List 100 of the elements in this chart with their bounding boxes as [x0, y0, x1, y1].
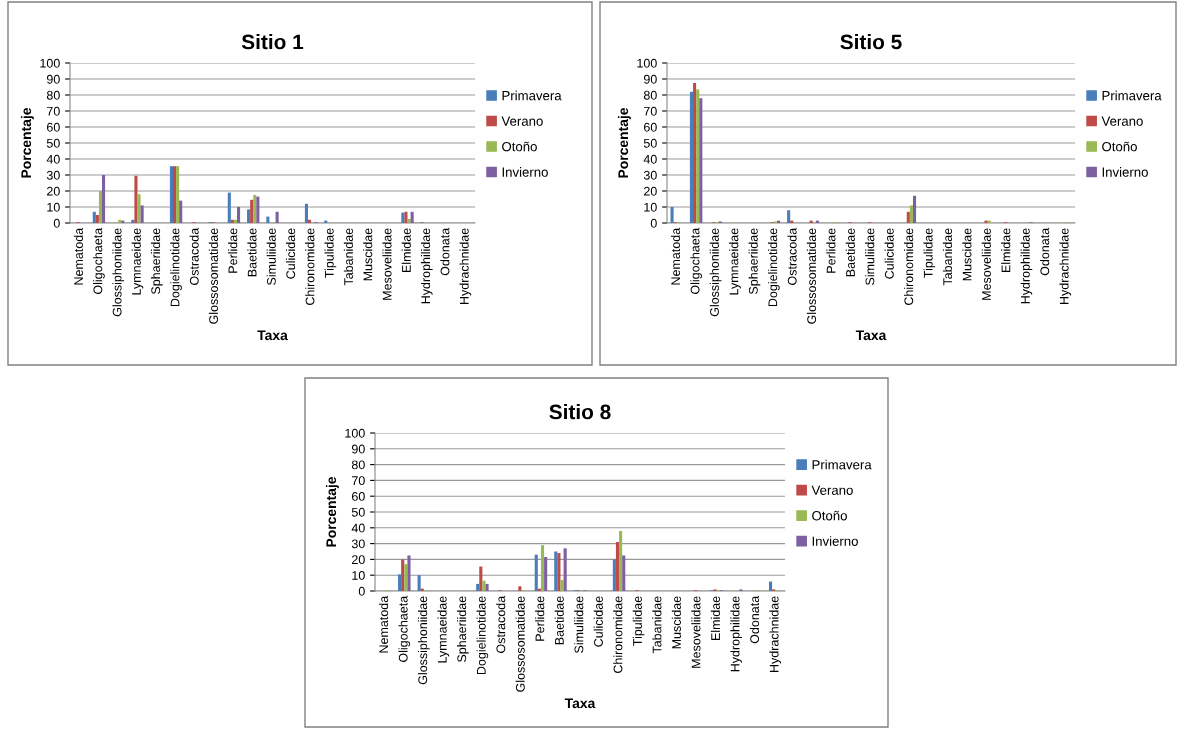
x-axis-title: Taxa [855, 330, 887, 341]
x-tick-label: Tabanidae [343, 228, 353, 286]
y-tick-label: 70 [352, 476, 365, 486]
x-tick-label: Mesoveliidae [691, 596, 701, 668]
legend-label: Primavera [1102, 90, 1162, 101]
x-tick-label: Glossosomatidae [208, 228, 218, 324]
x-tick-label: Dogielinotidae [768, 228, 780, 307]
y-tick-label: 20 [644, 186, 657, 196]
x-tick-label: Odonata [1040, 227, 1050, 276]
bar [404, 564, 408, 591]
x-tick-label: Dogielinotidae [476, 596, 489, 675]
y-tick-label: 60 [644, 122, 657, 132]
y-tick-label: 10 [644, 202, 657, 212]
y-tick-label: 0 [650, 218, 657, 228]
x-tick-label: Elmidae [401, 228, 411, 272]
x-tick-label: Baetidae [247, 228, 257, 277]
x-tick-label: Odonata [749, 595, 760, 644]
bar [476, 583, 480, 591]
x-tick-label: Oligochaeta [93, 227, 105, 294]
y-tick-label: 10 [352, 571, 365, 580]
bar [275, 211, 279, 223]
bar [233, 219, 238, 223]
x-tick-label: Chironomidae [904, 228, 914, 306]
bar [787, 210, 791, 223]
y-tick-label: 40 [351, 523, 365, 533]
x-tick-label: Lymnaeidae [437, 596, 450, 663]
bar [518, 586, 522, 591]
x-tick-label: Culicidae [285, 228, 296, 279]
bar [622, 555, 626, 591]
y-tick-label: 20 [352, 555, 365, 565]
y-tick-label: 80 [643, 90, 657, 100]
y-tick-label: 50 [351, 507, 365, 517]
x-tick-label: Simuliidae [574, 596, 584, 653]
x-tick-label: Dogielinotidae [170, 228, 182, 307]
bar [172, 166, 177, 223]
y-tick-label: 90 [351, 444, 365, 454]
x-tick-label: Lymnaeidae [729, 228, 741, 295]
y-tick-label: 90 [46, 74, 60, 84]
y-axis-title: Porcentaje [617, 107, 631, 178]
x-tick-label: Perlidae [535, 596, 545, 641]
x-tick-label: Oligochaeta [690, 227, 702, 294]
x-tick-label: Chironomidae [305, 228, 315, 306]
x-tick-label: Nematoda [73, 227, 83, 285]
x-tick-label: Mesoveliidae [981, 228, 991, 300]
y-tick-label: 50 [46, 138, 60, 148]
x-tick-label: Hydrophilidae [1020, 228, 1033, 304]
x-tick-label: Mesoveliidae [382, 228, 392, 300]
x-tick-label: Tipulidae [324, 228, 337, 278]
x-tick-label: Ostracoda [189, 227, 199, 285]
y-tick-label: 30 [46, 170, 60, 180]
x-tick-label: Chironomidae [613, 596, 623, 674]
x-tick-label: Glossiphoniidae [709, 228, 722, 317]
x-tick-label: Sphaeriidae [457, 596, 469, 663]
bar [612, 559, 616, 591]
bar [304, 203, 308, 223]
y-tick-label: 60 [47, 122, 60, 132]
x-tick-label: Glossosomatidae [806, 228, 817, 324]
bar [266, 216, 270, 223]
x-tick-label: Glossiphoniidae [112, 228, 125, 317]
legend-label: Invierno [812, 536, 858, 546]
x-tick-label: Muscidae [962, 228, 972, 281]
bar [560, 579, 564, 591]
x-tick-label: Sphaeriidae [748, 228, 761, 295]
x-tick-label: Lymnaeidae [131, 228, 144, 295]
x-tick-label: Baetidae [845, 228, 855, 277]
bar [479, 566, 483, 591]
x-axis-title: Taxa [564, 698, 596, 709]
x-tick-label: Hydrachnidae [1059, 228, 1072, 304]
bar [247, 209, 251, 223]
legend-label: Verano [811, 485, 853, 495]
x-tick-label: Elmidae [1001, 228, 1011, 272]
bar [544, 557, 548, 591]
x-tick-label: Odonata [440, 227, 450, 276]
x-tick-label: Tipulidae [923, 228, 936, 278]
bar [98, 191, 103, 223]
bar [407, 219, 411, 223]
x-tick-label: Tabanidae [942, 228, 953, 286]
y-tick-label: 40 [46, 154, 60, 164]
legend-label: Otoño [1102, 141, 1137, 152]
y-tick-label: 50 [643, 138, 657, 148]
chart-title: Sitio 5 [840, 34, 902, 50]
x-tick-label: Glossosomatidae [515, 596, 525, 692]
x-axis-title: Taxa [257, 330, 288, 341]
y-tick-label: 0 [358, 586, 365, 596]
y-tick-label: 10 [47, 202, 60, 212]
bar [696, 89, 700, 223]
bar [237, 207, 241, 223]
x-tick-label: Perlidae [228, 228, 238, 273]
y-tick-label: 100 [345, 428, 365, 438]
legend-label: Verano [1101, 116, 1143, 126]
x-tick-label: Sphaeriidae [150, 228, 163, 295]
bar [563, 548, 567, 591]
y-tick-label: 30 [351, 539, 365, 549]
bar [417, 575, 421, 591]
bar [619, 530, 623, 591]
bar [768, 581, 773, 591]
y-tick-label: 70 [47, 106, 60, 116]
bar [906, 211, 910, 223]
legend-label: Verano [501, 116, 543, 126]
bar [227, 192, 231, 223]
